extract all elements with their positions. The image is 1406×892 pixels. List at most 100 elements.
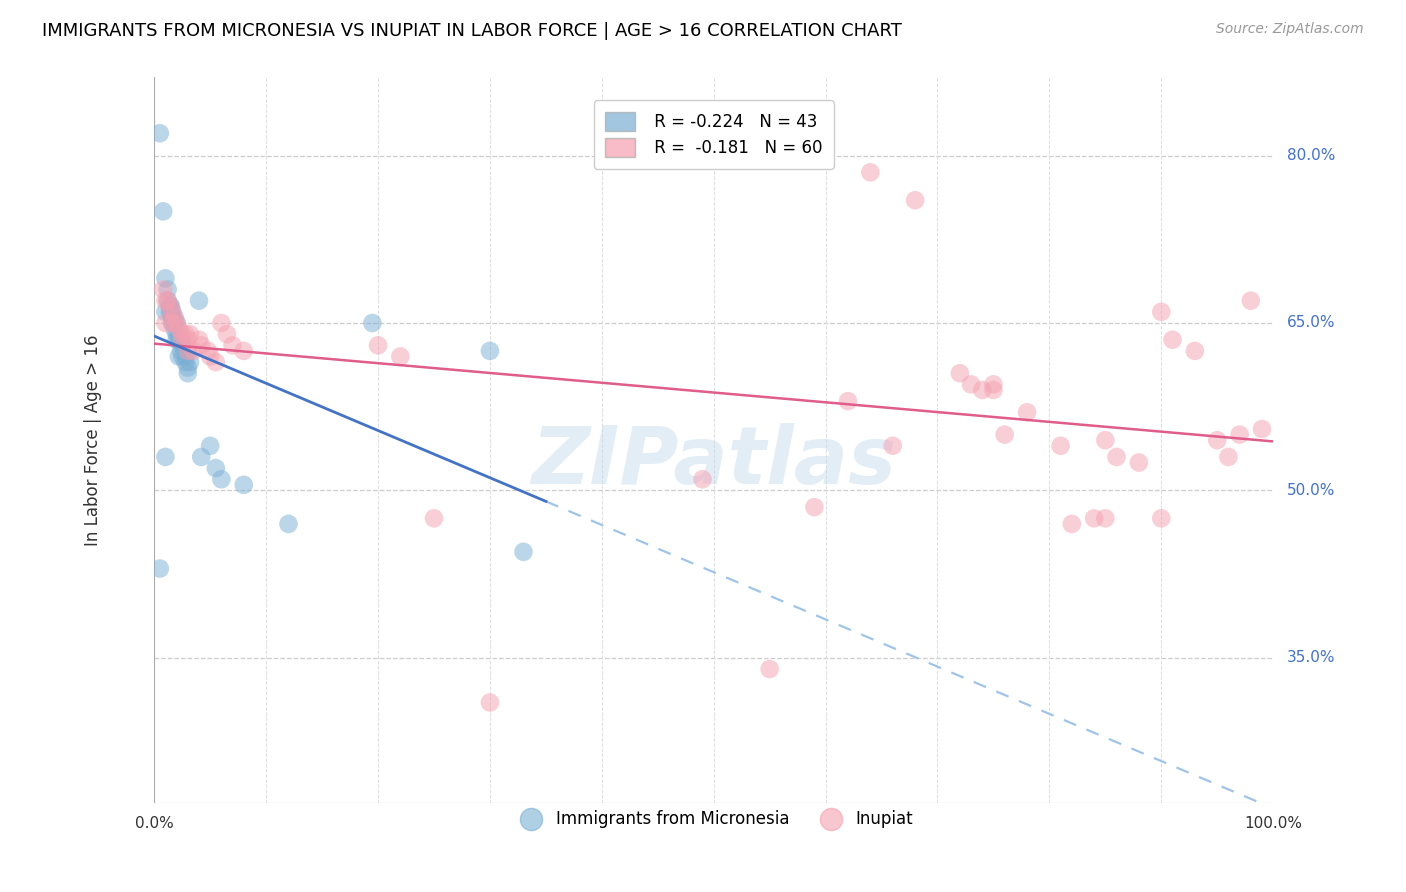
Text: 65.0%: 65.0% bbox=[1286, 316, 1336, 331]
Point bbox=[160, 299, 183, 313]
Point bbox=[1128, 456, 1150, 470]
Point bbox=[159, 299, 181, 313]
Point bbox=[156, 283, 179, 297]
Point bbox=[167, 333, 190, 347]
Point bbox=[155, 271, 177, 285]
Point bbox=[174, 350, 197, 364]
Point bbox=[232, 478, 254, 492]
Point bbox=[156, 293, 179, 308]
Point bbox=[1206, 433, 1229, 447]
Legend: Immigrants from Micronesia, Inupiat: Immigrants from Micronesia, Inupiat bbox=[508, 803, 920, 835]
Point bbox=[174, 355, 197, 369]
Point bbox=[197, 343, 219, 358]
Point bbox=[160, 316, 183, 330]
Point bbox=[166, 333, 188, 347]
Point bbox=[172, 338, 194, 352]
Point bbox=[389, 350, 412, 364]
Point bbox=[190, 338, 212, 352]
Point bbox=[172, 350, 194, 364]
Point bbox=[232, 343, 254, 358]
Point bbox=[1015, 405, 1038, 419]
Point bbox=[172, 333, 194, 347]
Text: Source: ZipAtlas.com: Source: ZipAtlas.com bbox=[1216, 22, 1364, 37]
Point bbox=[859, 165, 882, 179]
Point bbox=[179, 355, 201, 369]
Point bbox=[1150, 511, 1173, 525]
Point bbox=[277, 516, 299, 531]
Point bbox=[160, 307, 183, 321]
Text: 0.0%: 0.0% bbox=[135, 816, 173, 831]
Point bbox=[994, 427, 1017, 442]
Point bbox=[163, 310, 186, 325]
Point bbox=[1105, 450, 1128, 464]
Point bbox=[160, 305, 183, 319]
Point bbox=[190, 450, 212, 464]
Point bbox=[152, 283, 174, 297]
Point bbox=[167, 327, 190, 342]
Point bbox=[149, 126, 172, 140]
Point bbox=[1150, 305, 1173, 319]
Point bbox=[1083, 511, 1105, 525]
Point bbox=[198, 439, 221, 453]
Point bbox=[174, 327, 197, 342]
Point bbox=[904, 193, 927, 207]
Point bbox=[166, 316, 188, 330]
Point bbox=[361, 316, 384, 330]
Point bbox=[177, 333, 200, 347]
Point bbox=[478, 696, 501, 710]
Point bbox=[758, 662, 780, 676]
Text: ZIPatlas: ZIPatlas bbox=[531, 423, 896, 501]
Point bbox=[983, 377, 1005, 392]
Point bbox=[215, 327, 238, 342]
Point bbox=[160, 305, 183, 319]
Point bbox=[1240, 293, 1263, 308]
Point bbox=[177, 366, 200, 380]
Point bbox=[198, 350, 221, 364]
Point bbox=[1060, 516, 1083, 531]
Point bbox=[367, 338, 389, 352]
Point bbox=[177, 343, 200, 358]
Point bbox=[882, 439, 904, 453]
Point bbox=[160, 310, 183, 325]
Point bbox=[163, 321, 186, 335]
Point bbox=[221, 338, 243, 352]
Point bbox=[478, 343, 501, 358]
Point bbox=[166, 327, 188, 342]
Point bbox=[160, 316, 183, 330]
Point bbox=[167, 350, 190, 364]
Point bbox=[803, 500, 825, 515]
Text: In Labor Force | Age > 16: In Labor Force | Age > 16 bbox=[84, 334, 101, 546]
Point bbox=[159, 305, 181, 319]
Point bbox=[983, 383, 1005, 397]
Point bbox=[209, 316, 232, 330]
Text: 35.0%: 35.0% bbox=[1286, 650, 1336, 665]
Point bbox=[1251, 422, 1274, 436]
Point bbox=[170, 343, 193, 358]
Point bbox=[512, 545, 534, 559]
Point bbox=[170, 333, 193, 347]
Point bbox=[172, 327, 194, 342]
Point bbox=[1229, 427, 1251, 442]
Text: IMMIGRANTS FROM MICRONESIA VS INUPIAT IN LABOR FORCE | AGE > 16 CORRELATION CHAR: IMMIGRANTS FROM MICRONESIA VS INUPIAT IN… bbox=[42, 22, 903, 40]
Point bbox=[179, 327, 201, 342]
Point bbox=[149, 561, 172, 575]
Point bbox=[155, 450, 177, 464]
Point bbox=[1218, 450, 1240, 464]
Point bbox=[159, 299, 181, 313]
Point bbox=[960, 377, 983, 392]
Point bbox=[949, 366, 972, 380]
Point bbox=[209, 472, 232, 486]
Point bbox=[972, 383, 994, 397]
Point bbox=[163, 316, 186, 330]
Point bbox=[183, 343, 205, 358]
Point bbox=[204, 355, 226, 369]
Point bbox=[1094, 433, 1116, 447]
Point bbox=[837, 394, 859, 409]
Point bbox=[1094, 511, 1116, 525]
Point bbox=[163, 310, 186, 325]
Point bbox=[155, 293, 177, 308]
Point bbox=[204, 461, 226, 475]
Point bbox=[188, 293, 211, 308]
Point bbox=[155, 316, 177, 330]
Point bbox=[156, 293, 179, 308]
